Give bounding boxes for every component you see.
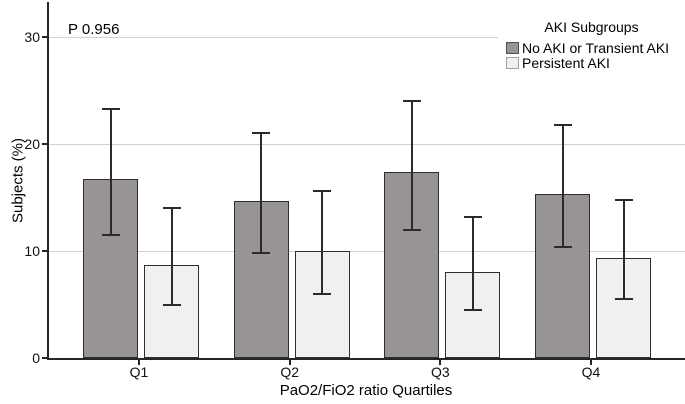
no-aki-swatch-icon xyxy=(506,42,519,54)
y-tick-label: 20 xyxy=(24,136,40,153)
persistent-aki-swatch-icon xyxy=(506,57,519,69)
error-bar-cap-top xyxy=(402,100,421,103)
legend: AKI Subgroups No AKI or Transient AKI Pe… xyxy=(498,14,685,84)
y-tick-mark xyxy=(42,143,47,146)
error-bar-cap-top xyxy=(313,190,332,193)
error-bar-line xyxy=(109,108,112,236)
legend-item-label: No AKI or Transient AKI xyxy=(522,40,670,56)
gridline-20 xyxy=(49,144,685,146)
error-bar-line xyxy=(321,191,324,294)
y-tick-label: 0 xyxy=(32,350,40,366)
y-tick-mark xyxy=(42,36,47,39)
x-tick-mark xyxy=(439,360,442,365)
error-bar-line xyxy=(170,208,173,305)
error-bar-line xyxy=(260,133,263,254)
x-tick-label-q1: Q1 xyxy=(129,364,149,380)
legend-title: AKI Subgroups xyxy=(544,19,639,35)
x-tick-mark xyxy=(288,360,291,365)
gridline-10 xyxy=(49,251,685,253)
legend-item-no-aki: No AKI or Transient AKI xyxy=(506,41,685,55)
y-tick-label: 30 xyxy=(24,29,40,46)
error-bar-cap-top xyxy=(463,215,482,218)
x-tick-mark xyxy=(590,360,592,365)
legend-item-persistent-aki: Persistent AKI xyxy=(506,56,685,70)
error-bar-line xyxy=(561,124,564,247)
error-bar-cap-top xyxy=(101,107,120,110)
error-bar-cap-bottom xyxy=(252,252,271,255)
error-bar-line xyxy=(410,101,413,230)
bar-no-aki-q1 xyxy=(83,179,138,358)
x-tick-mark xyxy=(138,360,140,365)
y-tick-label: 10 xyxy=(24,243,40,260)
error-bar-cap-bottom xyxy=(101,234,120,237)
gridline-30 xyxy=(49,37,685,39)
error-bar-cap-bottom xyxy=(463,308,482,311)
error-bar-cap-top xyxy=(162,207,181,210)
x-tick-label-q3: Q3 xyxy=(430,364,450,380)
error-bar-cap-bottom xyxy=(402,228,421,231)
x-tick-label-q2: Q2 xyxy=(280,364,300,380)
y-tick-mark xyxy=(42,250,47,253)
x-tick-label-q4: Q4 xyxy=(581,364,601,380)
legend-item-label: Persistent AKI xyxy=(522,55,610,71)
error-bar-cap-bottom xyxy=(162,303,181,306)
error-bar-cap-top xyxy=(553,123,572,126)
p-value-annotation: P 0.956 xyxy=(68,21,120,38)
plot-area xyxy=(47,2,685,360)
error-bar-line xyxy=(622,199,625,300)
error-bar-cap-top xyxy=(252,132,271,135)
error-bar-cap-bottom xyxy=(313,292,332,295)
error-bar-cap-bottom xyxy=(553,245,572,248)
y-tick-mark xyxy=(42,357,47,359)
x-axis-title: PaO2/FiO2 ratio Quartiles xyxy=(279,382,453,399)
error-bar-cap-bottom xyxy=(614,298,633,301)
error-bar-line xyxy=(471,216,474,310)
error-bar-cap-top xyxy=(614,198,633,201)
